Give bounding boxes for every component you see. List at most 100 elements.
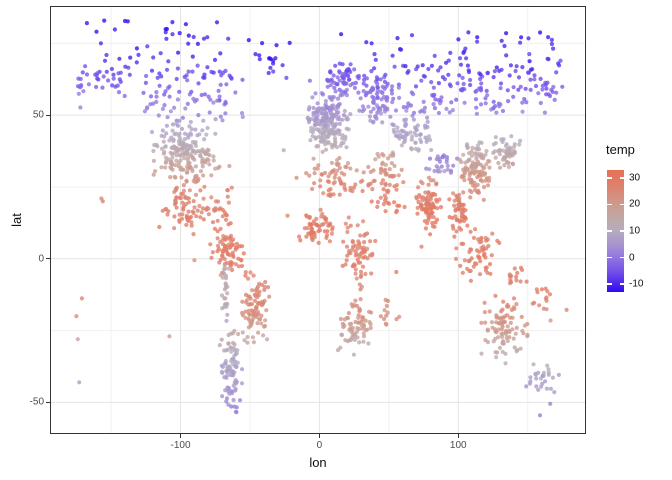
data-point	[83, 64, 88, 69]
data-point	[93, 72, 98, 77]
data-point	[210, 250, 215, 255]
data-point	[399, 167, 404, 172]
data-point	[200, 147, 205, 152]
data-point	[496, 335, 501, 340]
data-point	[465, 266, 470, 271]
data-point	[550, 375, 555, 380]
legend-tick-mark	[619, 283, 624, 285]
data-point	[317, 122, 322, 127]
data-point	[153, 169, 158, 174]
data-point	[327, 239, 332, 244]
data-point	[380, 160, 385, 165]
data-point	[184, 178, 189, 183]
data-point	[326, 127, 331, 132]
data-point	[526, 70, 531, 75]
data-point	[206, 212, 211, 217]
data-point	[223, 111, 228, 116]
data-point	[310, 186, 315, 192]
data-point	[219, 369, 224, 374]
data-point	[225, 347, 230, 352]
data-point	[356, 320, 361, 325]
data-point	[388, 153, 393, 158]
data-point	[243, 315, 248, 320]
data-point	[310, 95, 315, 100]
data-point	[493, 155, 498, 160]
data-point	[151, 55, 156, 60]
data-point	[362, 254, 368, 260]
data-point	[487, 262, 493, 267]
data-point	[459, 159, 464, 165]
data-point	[381, 202, 386, 207]
data-point	[257, 281, 262, 286]
data-point	[355, 326, 360, 331]
data-point	[342, 182, 347, 187]
data-point	[328, 83, 333, 88]
data-point	[321, 191, 326, 196]
data-point	[508, 63, 513, 68]
data-point	[500, 108, 506, 114]
data-point	[201, 196, 206, 201]
data-point	[477, 140, 482, 145]
data-point	[564, 307, 569, 312]
data-point	[172, 226, 177, 231]
data-point	[304, 234, 309, 239]
data-point	[479, 320, 484, 325]
data-point	[239, 381, 245, 386]
data-point	[462, 258, 467, 263]
data-point	[251, 340, 256, 345]
data-point	[123, 64, 128, 69]
data-point	[335, 116, 340, 121]
data-point	[520, 109, 525, 114]
data-point	[435, 168, 440, 173]
data-point	[155, 75, 160, 80]
data-point	[226, 200, 231, 205]
data-point	[384, 106, 389, 111]
data-point	[190, 69, 195, 74]
data-point	[503, 351, 508, 356]
data-point	[501, 340, 506, 345]
data-point	[315, 127, 320, 132]
data-point	[369, 199, 374, 204]
data-point	[102, 18, 107, 23]
data-point	[183, 106, 188, 111]
data-point	[329, 231, 334, 236]
data-point	[484, 88, 489, 93]
data-point	[104, 52, 109, 58]
data-point	[157, 83, 162, 88]
data-point	[457, 56, 463, 61]
data-point	[485, 327, 490, 332]
data-point	[367, 114, 372, 119]
data-point	[143, 80, 148, 85]
data-point	[185, 217, 190, 223]
data-point	[343, 262, 348, 267]
data-point	[456, 37, 461, 42]
data-point	[444, 157, 449, 162]
data-point	[501, 299, 506, 304]
data-point	[382, 79, 387, 84]
data-point	[485, 93, 490, 98]
data-point	[94, 29, 99, 34]
data-point	[403, 121, 408, 126]
data-point	[508, 320, 513, 325]
data-point	[378, 195, 383, 200]
data-point	[337, 70, 342, 75]
data-point	[254, 314, 259, 319]
data-point	[318, 178, 323, 183]
data-point	[356, 239, 361, 244]
data-point	[455, 81, 460, 86]
legend-tick-mark	[619, 230, 624, 232]
data-point	[507, 281, 513, 286]
y-axis-tick-label: 50	[32, 109, 44, 121]
data-point	[181, 167, 186, 172]
data-point	[281, 148, 286, 153]
data-point	[420, 181, 425, 186]
data-point	[157, 71, 162, 76]
data-point	[491, 75, 496, 80]
data-point	[117, 56, 122, 61]
data-point	[419, 244, 424, 249]
data-point	[498, 165, 503, 170]
data-point	[259, 321, 264, 326]
legend-tick-label: -10	[629, 278, 644, 290]
data-point	[335, 348, 341, 353]
data-point	[426, 218, 431, 223]
